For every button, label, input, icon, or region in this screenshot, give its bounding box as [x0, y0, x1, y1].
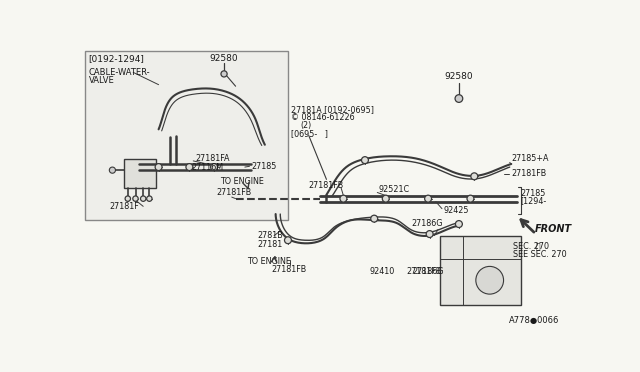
Text: 27186G: 27186G	[411, 219, 443, 228]
Text: CABLE-WATER-: CABLE-WATER-	[88, 68, 150, 77]
Circle shape	[455, 95, 463, 102]
Text: TO ENGINE: TO ENGINE	[247, 257, 291, 266]
Text: SEE SEC. 270: SEE SEC. 270	[513, 250, 566, 259]
Circle shape	[340, 195, 347, 202]
Text: 27181FB: 27181FB	[216, 188, 252, 197]
Text: 27185+A: 27185+A	[511, 154, 548, 163]
Circle shape	[155, 164, 162, 170]
Text: 27185: 27185	[520, 189, 546, 198]
Text: [1294-: [1294-	[520, 196, 547, 205]
Text: 92410: 92410	[369, 267, 394, 276]
Circle shape	[382, 195, 389, 202]
Text: 2781B: 2781B	[257, 231, 283, 240]
Text: 92521C: 92521C	[378, 185, 409, 194]
Text: 27181F: 27181F	[109, 202, 139, 211]
Text: A778●0066: A778●0066	[509, 316, 559, 325]
Text: 27181FB: 27181FB	[511, 170, 547, 179]
Text: (2): (2)	[300, 121, 312, 130]
Text: 27181FB: 27181FB	[272, 265, 307, 274]
Text: 27186G: 27186G	[413, 267, 444, 276]
Circle shape	[362, 157, 369, 164]
Circle shape	[221, 71, 227, 77]
Circle shape	[211, 164, 218, 170]
Circle shape	[133, 196, 138, 201]
Text: 92425: 92425	[444, 206, 469, 215]
Bar	[86, 51, 288, 220]
Circle shape	[285, 237, 291, 244]
Text: 27181FA: 27181FA	[196, 154, 230, 163]
Text: 92580: 92580	[210, 54, 238, 63]
Circle shape	[471, 173, 478, 180]
Circle shape	[371, 215, 378, 222]
Text: VALVE: VALVE	[88, 76, 115, 84]
Bar	[124, 158, 156, 188]
Circle shape	[186, 164, 193, 170]
Text: FRONT: FRONT	[534, 224, 572, 234]
Bar	[440, 235, 520, 305]
Text: [0192-1294]: [0192-1294]	[88, 54, 143, 63]
Text: TO ENGINE: TO ENGINE	[220, 177, 264, 186]
Circle shape	[147, 196, 152, 201]
Text: 27181: 27181	[257, 240, 282, 249]
Text: 参: 参	[536, 242, 541, 251]
Text: 27181FB: 27181FB	[308, 181, 344, 190]
Text: 27181FB: 27181FB	[406, 267, 442, 276]
Text: © 08146-61226: © 08146-61226	[291, 113, 355, 122]
Circle shape	[476, 266, 504, 294]
Circle shape	[456, 221, 462, 228]
Text: [0695-   ]: [0695- ]	[291, 129, 328, 138]
Text: 27181A [0192-0695]: 27181A [0192-0695]	[291, 106, 374, 115]
Circle shape	[125, 196, 131, 201]
Circle shape	[424, 195, 431, 202]
Text: 27185: 27185	[251, 162, 276, 171]
Text: 27116M: 27116M	[192, 163, 224, 172]
Text: 92580: 92580	[445, 73, 473, 81]
Circle shape	[109, 167, 115, 173]
Circle shape	[426, 231, 433, 238]
Circle shape	[467, 195, 474, 202]
Text: SEC. 270: SEC. 270	[513, 242, 548, 251]
Circle shape	[141, 196, 146, 201]
